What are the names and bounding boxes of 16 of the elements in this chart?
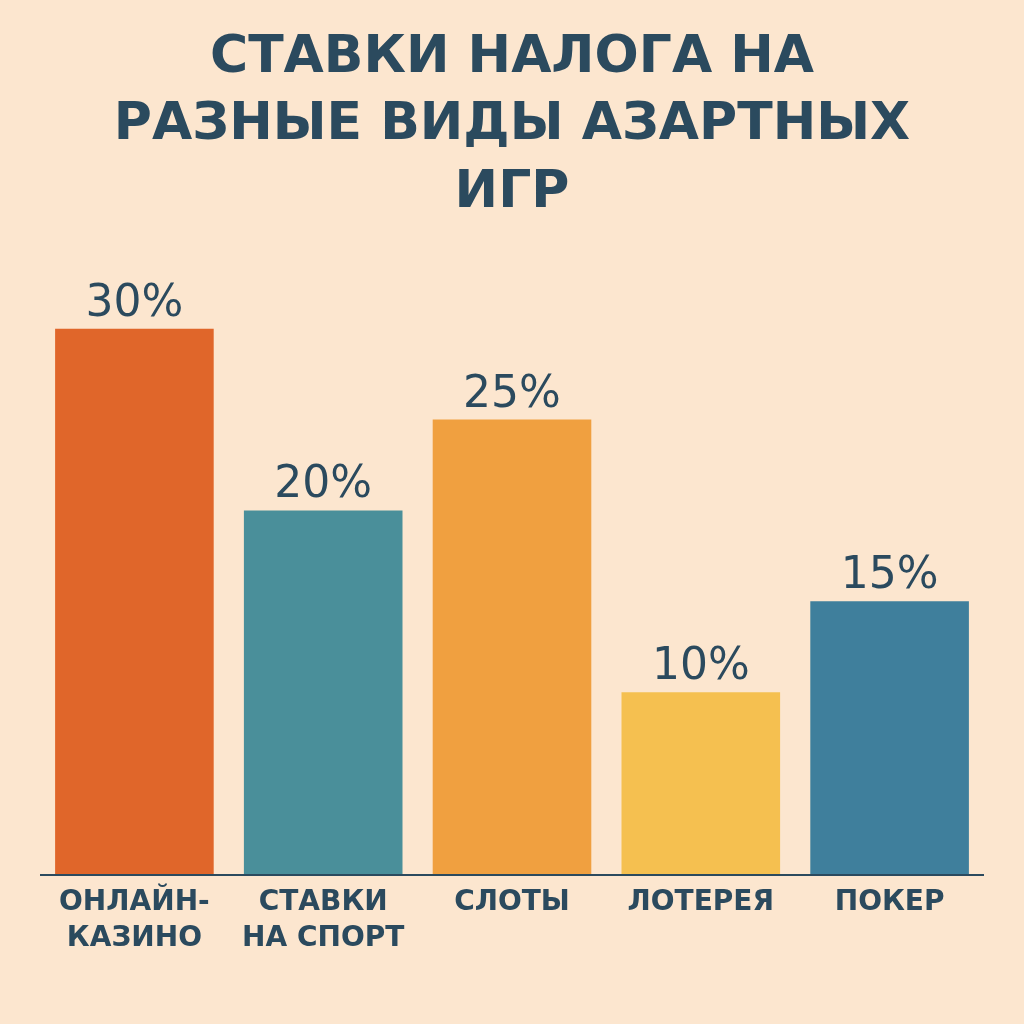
data-label: 15% [840, 547, 939, 599]
bar [243, 510, 403, 874]
bar [55, 328, 214, 874]
x-tick-label: ПОКЕР [834, 883, 945, 917]
bar [810, 601, 969, 874]
bar [432, 419, 592, 874]
data-label: 20% [274, 456, 373, 508]
x-tick-label: ЛОТЕРЕЯ [627, 883, 775, 917]
chart-title: СТАВКИ НАЛОГА НА РАЗНЫЕ ВИДЫ АЗАРТНЫХ ИГР [113, 23, 911, 219]
data-label: 10% [651, 638, 750, 690]
bar [621, 692, 781, 874]
x-tick-label: СТАВКИ НА СПОРТ [242, 883, 405, 953]
x-tick-label: СЛОТЫ [454, 883, 570, 917]
x-tick-label: ОНЛАЙН- КАЗИНО [59, 882, 210, 953]
data-label: 25% [463, 365, 561, 417]
data-label: 30% [85, 274, 184, 326]
